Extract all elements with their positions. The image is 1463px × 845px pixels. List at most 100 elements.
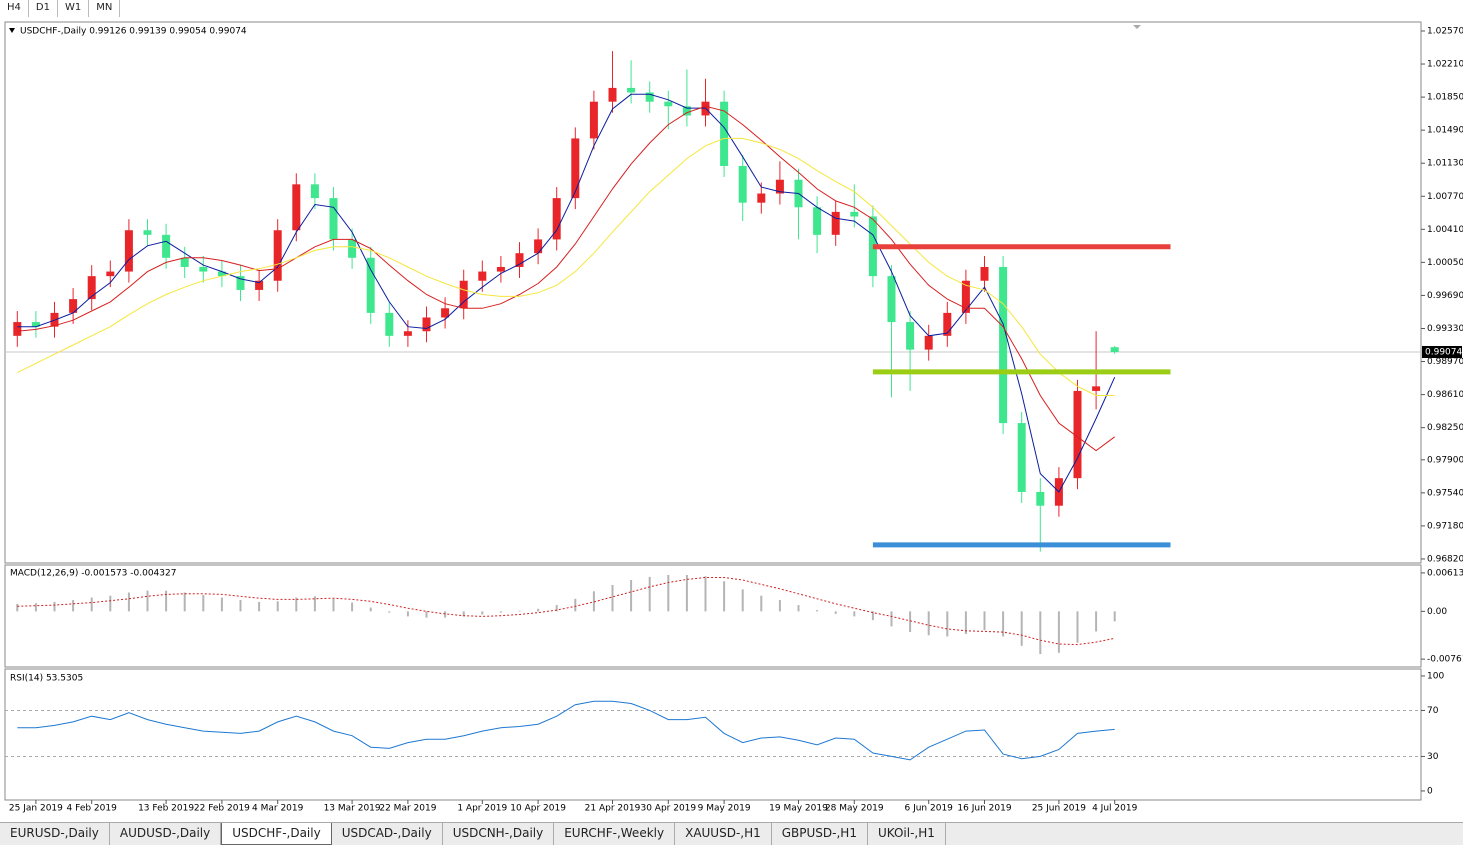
candle-body	[422, 317, 431, 332]
x-tick-label: 25 Jan 2019	[9, 804, 63, 814]
candle-body	[124, 230, 133, 272]
y-tick-label: 1.02210	[1427, 60, 1463, 70]
candle-body	[255, 280, 264, 290]
y-tick-label: 1.00410	[1427, 225, 1463, 235]
y-tick-label: 70	[1427, 706, 1439, 716]
candle-body	[571, 138, 580, 199]
chart-tab[interactable]: UKOil-,H1	[868, 823, 946, 845]
candle-body	[515, 253, 524, 267]
indicator-line	[17, 577, 1115, 646]
y-tick-label: 30	[1427, 752, 1439, 762]
chart-tab[interactable]: XAUUSD-,H1	[675, 823, 772, 845]
candle-body	[69, 299, 78, 313]
y-tick-label: 0.99330	[1427, 324, 1463, 334]
x-tick-label: 10 Apr 2019	[510, 804, 566, 814]
candle-body	[1036, 491, 1045, 506]
candle-body	[831, 211, 840, 235]
candle-body	[478, 271, 487, 281]
candle-body	[496, 266, 505, 272]
candle-body	[627, 87, 636, 93]
candle-body	[1073, 390, 1082, 479]
candle-body	[1092, 386, 1101, 391]
chart-title: USDCHF-,Daily 0.99126 0.99139 0.99054 0.…	[20, 27, 247, 37]
candle-body	[813, 207, 822, 235]
main-panel	[4, 21, 1422, 564]
chart-tab[interactable]: USDCHF-,Daily	[221, 823, 332, 845]
candle-body	[775, 179, 784, 194]
candle-body	[961, 280, 970, 313]
candle-body	[1017, 423, 1026, 492]
candle-body	[31, 322, 40, 327]
y-tick-label: 0	[1427, 786, 1433, 796]
candle-body	[738, 165, 747, 203]
candle-body	[199, 266, 208, 272]
chart-tab[interactable]: USDCNH-,Daily	[443, 823, 555, 845]
chart-tab[interactable]: EURUSD-,Daily	[0, 823, 110, 845]
timeframe-button[interactable]: MN	[89, 0, 121, 17]
x-tick-label: 21 Apr 2019	[585, 804, 641, 814]
candle-body	[162, 234, 171, 258]
y-tick-label: 1.00770	[1427, 192, 1463, 202]
candle-body	[924, 335, 933, 350]
y-tick-label: 1.00050	[1427, 258, 1463, 268]
x-tick-label: 6 Jun 2019	[904, 804, 953, 814]
indicator-line	[17, 93, 1116, 493]
chart-tab[interactable]: AUDUSD-,Daily	[110, 823, 222, 845]
x-tick-label: 22 Feb 2019	[194, 804, 250, 814]
candle-body	[1110, 347, 1119, 352]
indicator-line	[17, 105, 1115, 452]
candle-body	[645, 92, 654, 102]
y-tick-label: 0.97540	[1427, 488, 1463, 498]
candle-body	[720, 101, 729, 166]
y-tick-label: 1.02570	[1427, 26, 1463, 36]
y-tick-label: -0.007612	[1427, 655, 1463, 665]
y-tick-label: 0.00	[1427, 607, 1447, 617]
x-tick-label: 9 May 2019	[698, 804, 751, 814]
y-tick-label: 0.98610	[1427, 390, 1463, 400]
x-tick-label: 4 Mar 2019	[252, 804, 304, 814]
candle-body	[236, 276, 245, 290]
toolbar: H4 D1 W1 MN	[0, 0, 121, 17]
candle-body	[292, 184, 301, 231]
chart: USDCHF-,Daily 0.99126 0.99139 0.99054 0.…	[4, 21, 1463, 814]
candle-body	[980, 266, 989, 281]
chart-tab[interactable]: GBPUSD-,H1	[772, 823, 868, 845]
y-tick-label: 0.97900	[1427, 455, 1463, 465]
indicator-line	[17, 700, 1115, 761]
timeframe-button[interactable]: H4	[0, 0, 29, 17]
candle-body	[682, 106, 691, 116]
macd-panel	[4, 564, 1422, 668]
rsi-panel	[4, 668, 1422, 801]
indicator-line	[17, 137, 1115, 396]
candle-body	[552, 198, 561, 240]
x-tick-label: 19 May 2019	[769, 804, 828, 814]
chart-tab[interactable]: EURCHF-,Weekly	[554, 823, 676, 845]
candle-body	[459, 280, 468, 309]
candle-body	[180, 257, 189, 267]
candle-body	[887, 276, 896, 323]
x-tick-label: 13 Feb 2019	[138, 804, 194, 814]
y-tick-label: 1.01130	[1427, 159, 1463, 169]
tab-bar: EURUSD-,Daily AUDUSD-,Daily USDCHF-,Daily U…	[0, 822, 1463, 845]
menu-arrow	[9, 28, 15, 33]
rsi-title: RSI(14) 53.5305	[10, 674, 83, 684]
candle-body	[850, 211, 859, 217]
shift-marker	[1133, 25, 1141, 29]
candle-body	[906, 322, 915, 350]
x-tick-label: 1 Apr 2019	[457, 804, 507, 814]
timeframe-button[interactable]: D1	[29, 0, 58, 17]
y-tick-label: 0.96820	[1427, 554, 1463, 564]
candle-body	[608, 87, 617, 102]
y-tick-label: 0.99690	[1427, 291, 1463, 301]
x-tick-label: 4 Feb 2019	[67, 804, 118, 814]
candle-body	[366, 257, 375, 313]
y-tick-label: 0.98250	[1427, 423, 1463, 433]
x-tick-label: 28 May 2019	[825, 804, 884, 814]
candle-body	[943, 312, 952, 336]
chart-tab[interactable]: USDCAD-,Daily	[332, 823, 443, 845]
x-tick-label: 25 Jun 2019	[1032, 804, 1086, 814]
candle-body	[273, 230, 282, 281]
timeframe-button[interactable]: W1	[58, 0, 90, 17]
x-tick-label: 13 Mar 2019	[324, 804, 381, 814]
